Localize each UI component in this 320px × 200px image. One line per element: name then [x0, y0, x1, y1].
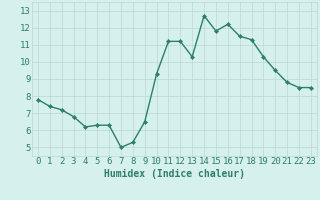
X-axis label: Humidex (Indice chaleur): Humidex (Indice chaleur) [104, 169, 245, 179]
